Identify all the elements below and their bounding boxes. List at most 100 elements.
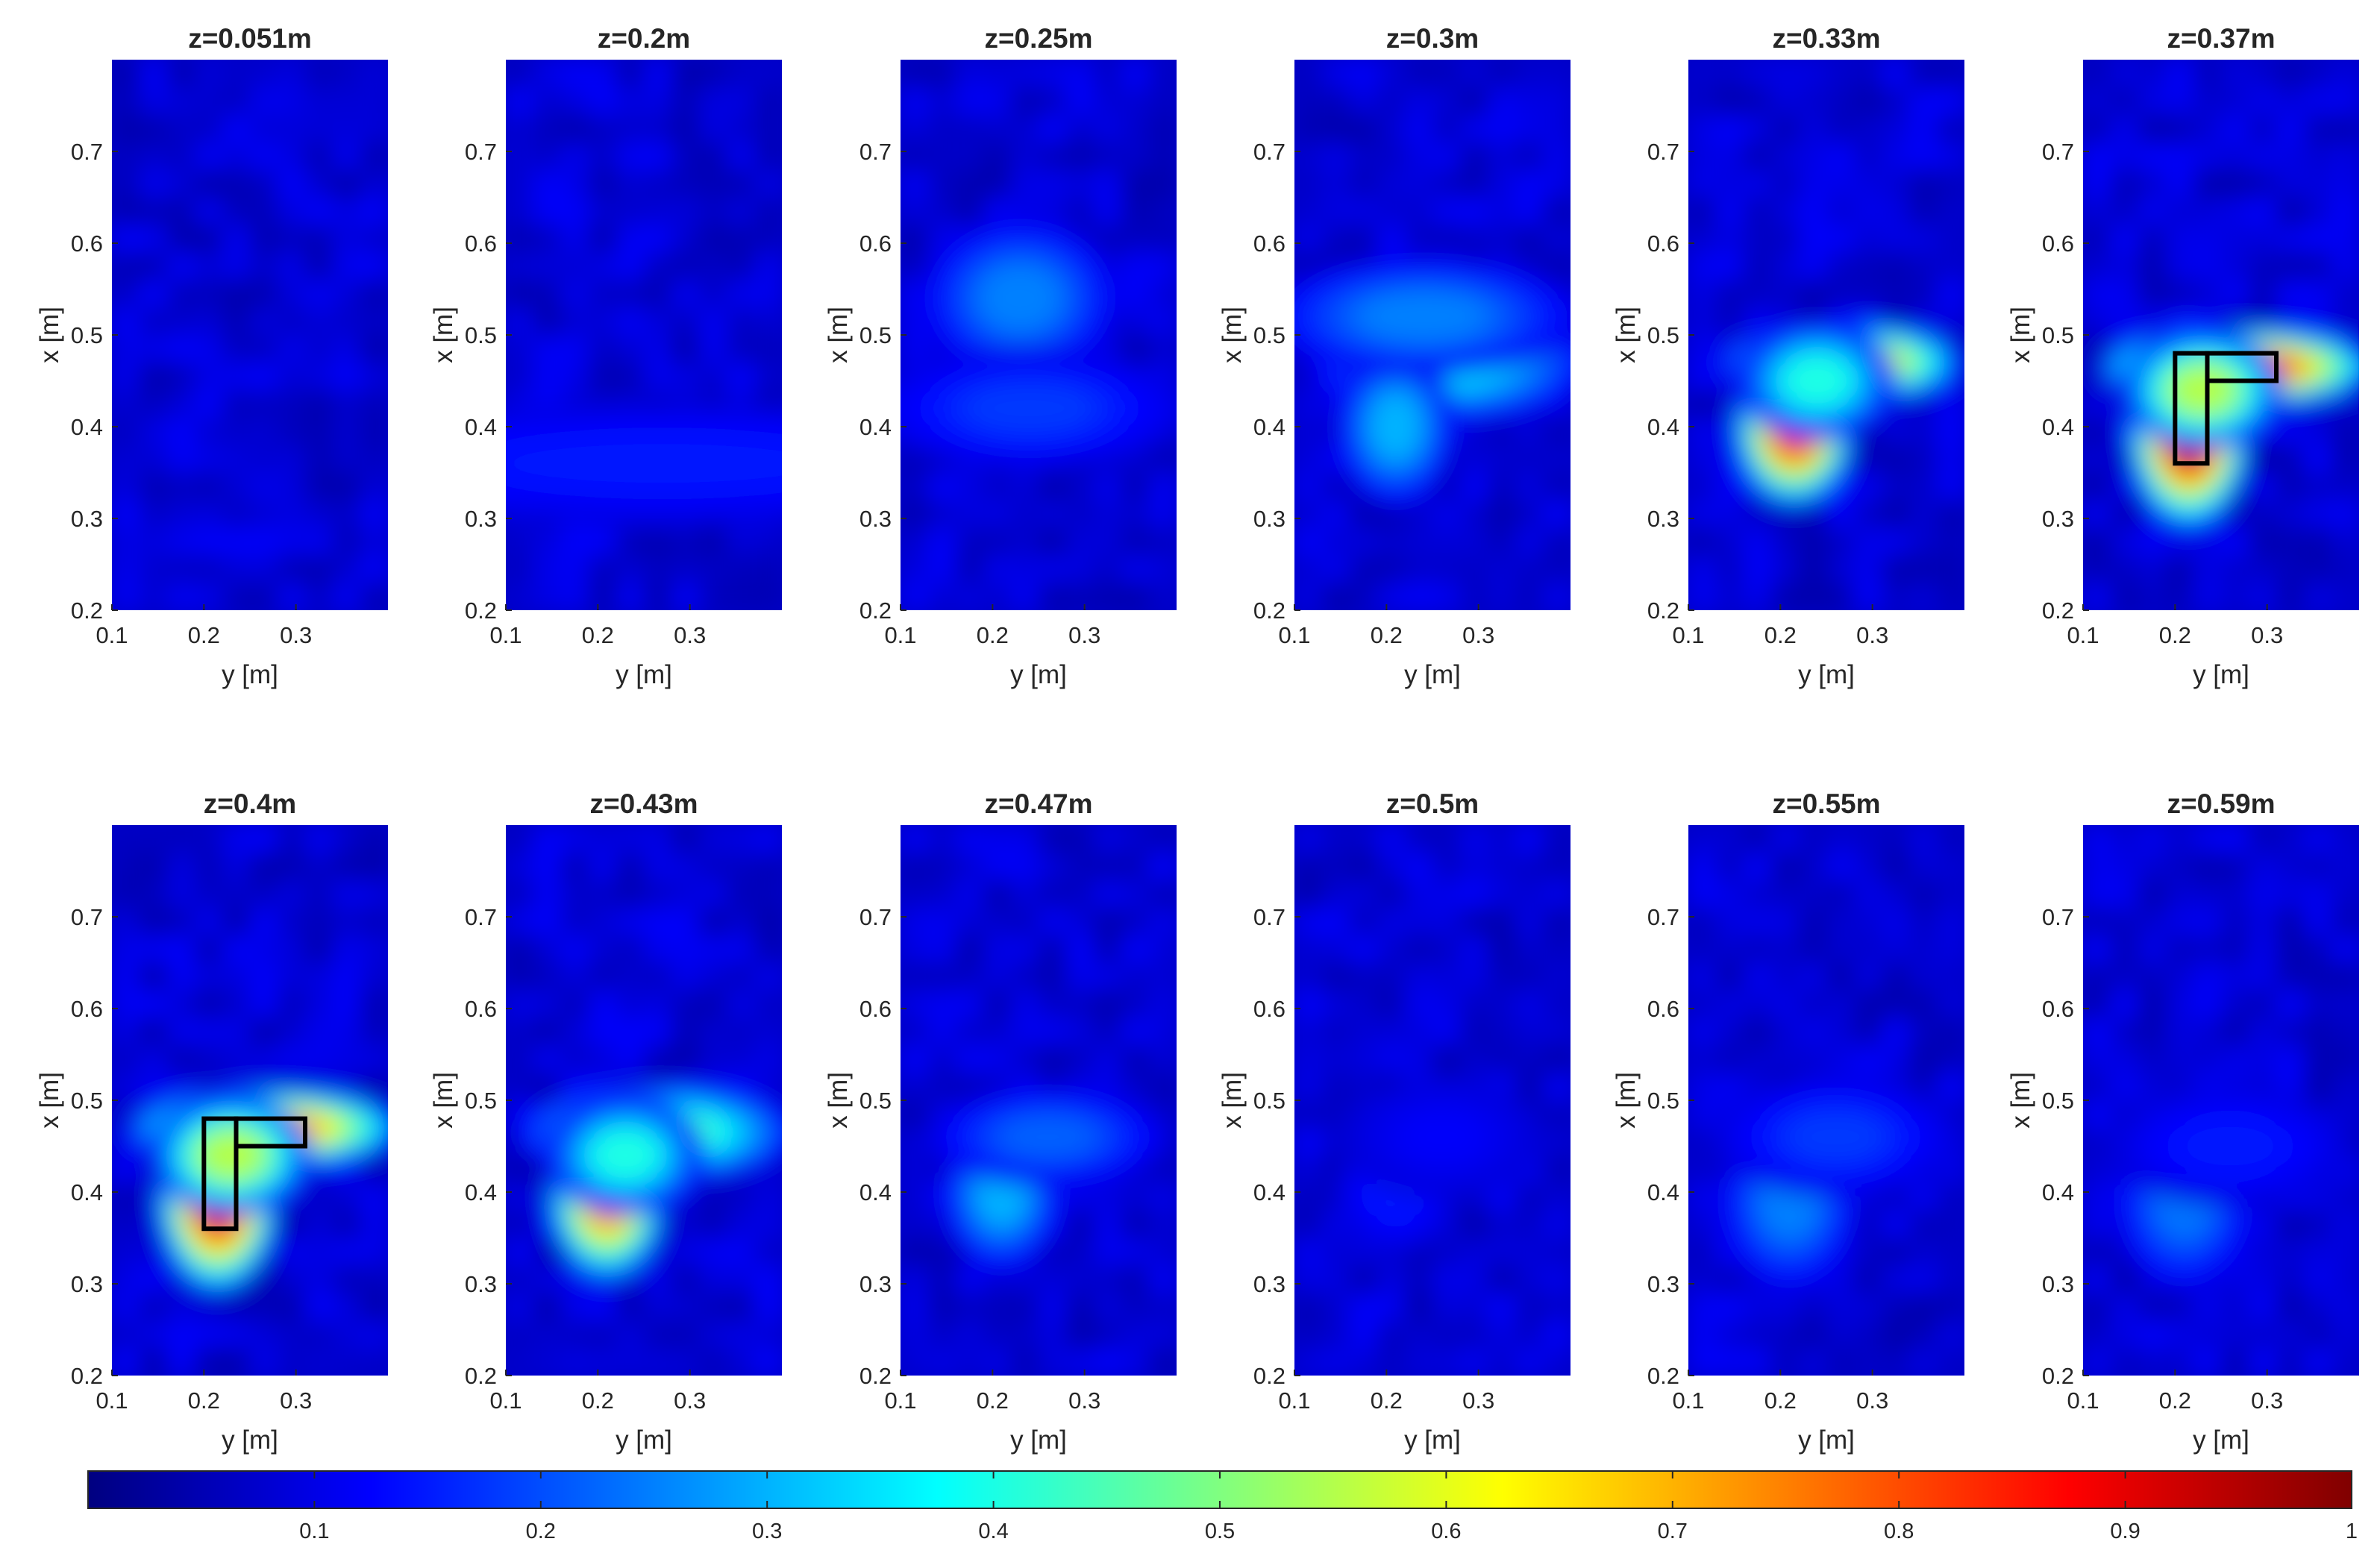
y-tick-label: 0.6: [2042, 231, 2074, 257]
y-tick-label: 0.3: [859, 506, 892, 532]
y-axis-label: x [m]: [35, 307, 64, 363]
x-tick-label: 0.1: [1278, 622, 1310, 648]
y-tick-label: 0.7: [465, 904, 497, 930]
y-axis-label: x [m]: [35, 1072, 64, 1129]
x-tick-label: 0.3: [1462, 1387, 1494, 1414]
x-axis-label: y [m]: [2193, 1426, 2249, 1455]
y-tick-label: 0.7: [1647, 139, 1679, 165]
y-tick-label: 0.5: [859, 322, 892, 348]
y-axis-label: x [m]: [429, 1072, 458, 1129]
x-tick-label: 0.2: [977, 1387, 1009, 1414]
heatmap-area: [506, 60, 782, 610]
y-tick-label: 0.7: [859, 139, 892, 165]
x-axis-label: y [m]: [2193, 660, 2249, 689]
y-tick-label: 0.7: [1253, 139, 1285, 165]
y-tick-label: 0.4: [1647, 1179, 1679, 1205]
y-tick-label: 0.6: [2042, 996, 2074, 1022]
heatmap-area: [2083, 825, 2359, 1376]
heatmap-blob: [2182, 1122, 2279, 1170]
x-axis-label: y [m]: [1010, 660, 1067, 689]
x-tick-label: 0.1: [95, 622, 128, 648]
y-tick-label: 0.4: [2042, 414, 2074, 440]
colorbar-tick-label: 0.4: [978, 1520, 1008, 1543]
x-tick-label: 0.3: [1462, 622, 1494, 648]
y-tick-label: 0.2: [465, 598, 497, 624]
y-tick-label: 0.5: [71, 322, 103, 348]
heatmap-blob: [1401, 1113, 1482, 1161]
overlay-box: [234, 1116, 307, 1149]
x-tick-label: 0.2: [1371, 1387, 1403, 1414]
colorbar-tick-label: 0.9: [2110, 1520, 2140, 1543]
y-tick-label: 0.3: [2042, 506, 2074, 532]
heatmap-panel-10: z=0.5m0.20.30.40.50.60.70.1 0.2 0.3y [m]x …: [1218, 788, 1571, 1455]
y-tick-label: 0.7: [2042, 904, 2074, 930]
y-tick-label: 0.4: [465, 414, 497, 440]
y-tick-label: 0.2: [71, 598, 103, 624]
y-tick-label: 0.3: [1647, 1271, 1679, 1297]
y-tick-label: 0.2: [859, 598, 892, 624]
y-tick-label: 0.5: [859, 1088, 892, 1114]
y-tick-label: 0.7: [71, 139, 103, 165]
panel-title: z=0.4m: [204, 788, 296, 819]
colorbar-tick-label: 0.3: [752, 1520, 782, 1543]
colorbar-tick-label: 1: [2346, 1520, 2358, 1543]
panel-title: z=0.47m: [984, 788, 1092, 819]
heatmap-panel-4: z=0.3m0.20.30.40.50.60.70.1 0.2 0.3y [m]x …: [1218, 23, 1571, 689]
x-tick-label: 0.3: [1068, 622, 1100, 648]
panel-title: z=0.3m: [1386, 23, 1479, 54]
overlay-box: [2173, 351, 2210, 466]
y-tick-label: 0.4: [71, 414, 103, 440]
y-tick-label: 0.5: [2042, 1088, 2074, 1114]
heatmap-panel-7: z=0.4m0.20.30.40.50.60.70.1 0.2 0.3y [m]x …: [35, 788, 388, 1455]
x-axis-label: y [m]: [616, 660, 672, 689]
x-tick-label: 0.2: [188, 622, 220, 648]
x-tick-label: 0.1: [1672, 1387, 1704, 1414]
heatmap-blob: [965, 384, 1094, 433]
x-tick-label: 0.2: [188, 1387, 220, 1414]
x-axis-label: y [m]: [1404, 1426, 1461, 1455]
heatmap-blob: [593, 1131, 658, 1179]
overlay-box: [201, 1116, 239, 1232]
heatmap-blob: [1359, 292, 1488, 341]
y-tick-label: 0.6: [1253, 996, 1285, 1022]
x-tick-label: 0.2: [582, 622, 614, 648]
x-tick-label: 0.2: [2159, 622, 2191, 648]
y-axis-label: x [m]: [429, 307, 458, 363]
y-tick-label: 0.4: [859, 1179, 892, 1205]
y-tick-label: 0.6: [1647, 996, 1679, 1022]
heatmap-blob: [1788, 1113, 1884, 1161]
heatmap-blob: [199, 1131, 264, 1179]
x-tick-label: 0.1: [2067, 622, 2099, 648]
x-tick-label: 0.3: [674, 1387, 706, 1414]
x-tick-label: 0.1: [1278, 1387, 1310, 1414]
overlay-box: [2205, 351, 2279, 383]
heatmap-blob: [1371, 395, 1420, 459]
heatmap-blob: [2170, 366, 2235, 414]
x-tick-label: 0.3: [1856, 1387, 1888, 1414]
heatmap-area: [1294, 60, 1571, 610]
x-tick-label: 0.2: [1764, 1387, 1797, 1414]
colorbar-tick-label: 0.6: [1431, 1520, 1461, 1543]
heatmap-area: [2083, 60, 2359, 610]
y-tick-label: 0.5: [465, 322, 497, 348]
x-tick-label: 0.2: [1371, 622, 1403, 648]
y-tick-label: 0.2: [2042, 598, 2074, 624]
y-tick-label: 0.2: [71, 1363, 103, 1389]
y-tick-label: 0.4: [2042, 1179, 2074, 1205]
x-axis-label: y [m]: [222, 660, 278, 689]
x-axis-label: y [m]: [1798, 660, 1855, 689]
y-tick-label: 0.7: [2042, 139, 2074, 165]
y-tick-label: 0.2: [1253, 598, 1285, 624]
panel-title: z=0.051m: [188, 23, 312, 54]
y-tick-label: 0.5: [1253, 1088, 1285, 1114]
x-tick-label: 0.1: [95, 1387, 128, 1414]
y-tick-label: 0.6: [1253, 231, 1285, 257]
x-axis-label: y [m]: [616, 1426, 672, 1455]
colorbar-tick-label: 0.7: [1658, 1520, 1688, 1543]
colorbar-tick-label: 0.5: [1205, 1520, 1235, 1543]
x-tick-label: 0.1: [884, 1387, 916, 1414]
colorbar-tick-label: 0.2: [526, 1520, 556, 1543]
